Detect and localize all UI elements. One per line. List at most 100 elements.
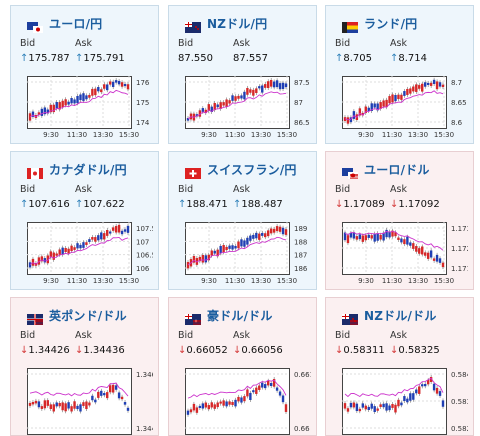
currency-card[interactable]: ユーロ/ドルBidAsk↓1.17089↓1.170921.1731.1721.… (325, 151, 474, 290)
card-header[interactable]: NZドル/円 (185, 15, 268, 33)
candle (343, 232, 347, 241)
moving-average-line (344, 377, 444, 398)
candle (266, 380, 270, 386)
pair-title[interactable]: 豪ドル/ドル (207, 308, 273, 323)
ask-label: Ask (75, 330, 92, 341)
candle (284, 83, 288, 88)
candle (415, 389, 418, 394)
y-tick-label: 176 (136, 79, 150, 87)
bid-label: Bid (20, 330, 36, 341)
bid-value: ↓1.17089 (335, 199, 385, 210)
candle (441, 84, 445, 88)
candle (373, 406, 376, 413)
candle (91, 395, 94, 401)
currency-card[interactable]: ユーロ/円 Bid Ask ↑175.787 ↑175.791 176 175 174 9:30… (10, 5, 159, 144)
candle (117, 392, 121, 399)
currency-card[interactable]: NZドル/円 Bid Ask 87.550 87.557 87.5 87 86.5 9:30 11… (168, 5, 317, 144)
x-tick-label: 11:30 (225, 277, 245, 285)
currency-card[interactable]: スイスフラン/円 Bid Ask ↑188.471 ↑188.487 189 188 187 1… (168, 151, 317, 290)
ask-label: Ask (390, 184, 407, 195)
card-header[interactable]: 英ポンド/ドル (27, 307, 127, 325)
y-tick-label: 0.66 (294, 425, 310, 433)
candle (186, 261, 190, 269)
card-header[interactable]: ユーロ/ドル (342, 161, 430, 179)
candle (37, 112, 41, 116)
candle (432, 383, 436, 391)
chart-svg: 189 188 187 186 9:30 11:30 13:30 15:30 (185, 222, 308, 285)
candle (361, 112, 365, 116)
candle (70, 98, 73, 104)
moving-average-line (187, 91, 287, 120)
candle (43, 400, 47, 409)
candle (204, 255, 208, 263)
candle (55, 402, 58, 407)
ask-label: Ask (390, 330, 407, 341)
candle (70, 406, 73, 412)
currency-card[interactable]: 英ポンド/ドル Bid Ask ↓1.34426 ↓1.34436 1.346 1.344 (10, 297, 159, 436)
candle (400, 94, 403, 100)
candle (358, 108, 362, 116)
candle (358, 234, 362, 240)
y-tick-label: 0.583 (451, 398, 468, 406)
candle (222, 400, 225, 406)
candle (46, 400, 50, 406)
candle (409, 88, 412, 94)
candle (246, 389, 249, 397)
candle (364, 106, 367, 113)
candle (207, 254, 210, 261)
pair-title[interactable]: 英ポンド/ドル (49, 308, 127, 323)
candle (228, 401, 231, 405)
x-tick-label: 15:30 (277, 277, 297, 285)
candle (391, 230, 394, 237)
candle (94, 237, 97, 242)
candle (352, 232, 356, 239)
pair-title[interactable]: ユーロ/ドル (364, 162, 430, 177)
eu-jp-flag-icon (27, 18, 43, 33)
candle (225, 99, 228, 107)
candle (213, 250, 216, 254)
card-header[interactable]: カナダドル/円 (27, 161, 127, 179)
currency-card[interactable]: ランド/円 Bid Ask ↑8.705 ↑8.714 8.7 8.65 8.6 9:30 11:… (325, 5, 474, 144)
pair-title[interactable]: NZドル/ドル (364, 308, 437, 323)
candle (201, 255, 205, 263)
pair-title[interactable]: ユーロ/円 (49, 16, 103, 31)
candle (261, 382, 264, 388)
pair-title[interactable]: ランド/円 (364, 16, 418, 31)
candle (432, 258, 436, 261)
price-chart: 8.7 8.65 8.6 9:30 11:30 13:30 15:30 (342, 74, 468, 143)
candle (355, 403, 359, 412)
card-header[interactable]: ランド/円 (342, 15, 418, 33)
card-header[interactable]: ユーロ/円 (27, 15, 103, 33)
candle (406, 88, 409, 95)
candle (198, 256, 202, 262)
ask-label: Ask (75, 184, 92, 195)
price-chart: 87.5 87 86.5 9:30 11:30 13:30 15:30 (185, 74, 311, 143)
card-header[interactable]: NZドル/ドル (342, 307, 437, 325)
candle (234, 399, 237, 407)
candle (231, 245, 234, 250)
price-chart: 176 175 174 9:30 11:30 13:30 15:30 (27, 74, 153, 143)
candle (278, 391, 282, 396)
chart-svg: 0.584 0.583 0.582 (342, 368, 468, 435)
ask-label: Ask (390, 38, 407, 49)
candle (379, 404, 382, 407)
eu-us-flag-icon (342, 164, 358, 179)
pair-title[interactable]: NZドル/円 (207, 16, 268, 31)
x-tick-label: 13:30 (251, 277, 271, 285)
card-header[interactable]: 豪ドル/ドル (185, 307, 273, 325)
currency-card[interactable]: 豪ドル/ドル Bid Ask ↓0.66052 ↓0.66056 0.661 0.66 (168, 297, 317, 436)
candle (100, 232, 103, 240)
currency-card[interactable]: NZドル/ドルBidAsk↓0.58311↓0.583250.5840.5830… (325, 297, 474, 436)
card-header[interactable]: スイスフラン/円 (185, 161, 297, 179)
candle (225, 401, 228, 407)
currency-card[interactable]: カナダドル/円 Bid Ask ↑107.616 ↑107.622 107.5 107 106… (10, 151, 159, 290)
candle (423, 252, 427, 256)
pair-title[interactable]: スイスフラン/円 (207, 162, 297, 177)
candle (367, 107, 370, 112)
pair-title[interactable]: カナダドル/円 (49, 162, 127, 177)
candle (64, 247, 67, 252)
price-chart: 189 188 187 186 9:30 11:30 13:30 15:30 (185, 220, 311, 289)
candle (120, 82, 124, 87)
candle (85, 242, 88, 245)
y-tick-label: 0.661 (294, 371, 311, 379)
